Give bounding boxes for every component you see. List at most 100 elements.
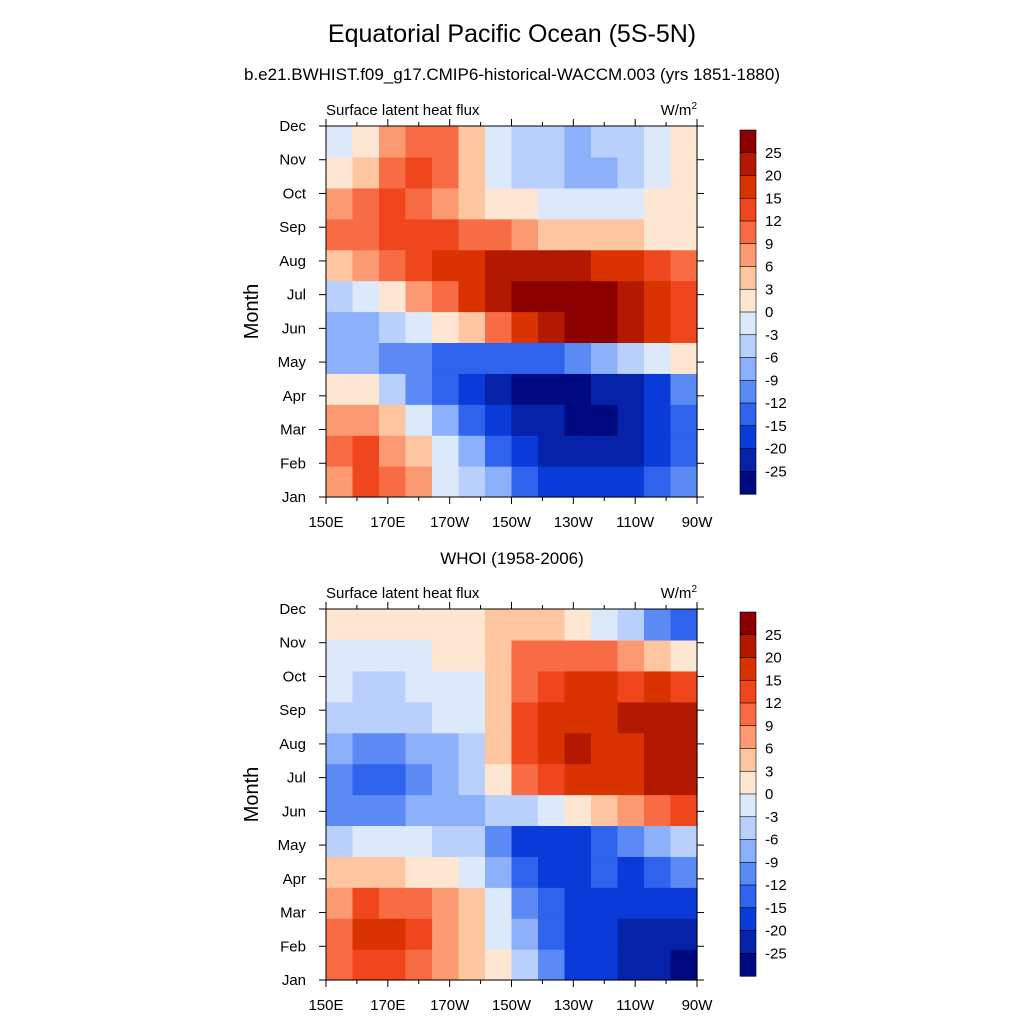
heatmap-cell (352, 342, 380, 374)
colorbar-swatch (739, 243, 757, 268)
heatmap-cell (405, 218, 433, 251)
x-tick-label: 170E (370, 997, 405, 1014)
heatmap-cell (564, 218, 592, 251)
heatmap-cell (564, 404, 592, 436)
heatmap-cell (379, 794, 407, 827)
main-title: Equatorial Pacific Ocean (5S-5N) (327, 20, 697, 48)
colorbar-swatch (739, 266, 757, 290)
heatmap-cell (405, 918, 433, 950)
heatmap-cell (326, 825, 354, 857)
heatmap-cell (617, 763, 645, 796)
heatmap-cell (485, 887, 513, 919)
heatmap-cell (644, 435, 672, 467)
heatmap-cell (405, 701, 433, 734)
y-tick-label: Mar (280, 905, 306, 922)
colorbar-label: 20 (765, 168, 782, 185)
heatmap-cell (485, 856, 513, 888)
heatmap-cell (617, 794, 645, 827)
heatmap-cell (432, 825, 460, 857)
colorbar-label: -3 (765, 809, 778, 826)
heatmap-cell (458, 856, 486, 888)
colorbar-swatch (739, 952, 757, 977)
heatmap-cell (644, 856, 672, 888)
heatmap-cell (405, 187, 433, 220)
heatmap-cell (564, 126, 592, 158)
heatmap-cell (352, 639, 380, 672)
heatmap-cell (617, 732, 645, 765)
colorbar-swatch (739, 634, 757, 659)
colorbar-label: -6 (765, 350, 778, 367)
y-tick-label: Jan (282, 489, 306, 506)
heatmap-cell (485, 639, 513, 672)
heatmap-cell (485, 794, 513, 827)
heatmap-cell (511, 466, 539, 498)
heatmap-cell (538, 887, 566, 919)
heatmap-cell (432, 126, 460, 158)
heatmap-cell (511, 218, 539, 251)
heatmap-cell (326, 763, 354, 796)
heatmap-cell (458, 218, 486, 251)
colorbar-swatch (739, 129, 757, 154)
heatmap-cell (617, 856, 645, 888)
heatmap-cell (564, 311, 592, 344)
heatmap-cell (485, 670, 513, 703)
heatmap-cell (405, 825, 433, 857)
heatmap-cell (379, 887, 407, 919)
heatmap-cell (617, 249, 645, 282)
heatmap-cell (485, 949, 513, 981)
heatmap-cell (591, 701, 619, 734)
heatmap-cell (538, 825, 566, 857)
heatmap-cell (591, 466, 619, 498)
heatmap-cell (617, 609, 645, 641)
heatmap-cells (326, 609, 698, 981)
heatmap-cell (405, 156, 433, 189)
heatmap-cell (511, 249, 539, 282)
heatmap-cell (538, 435, 566, 467)
heatmap-cell (379, 249, 407, 282)
heatmap-cell (352, 126, 380, 158)
heatmap-cell (670, 187, 698, 220)
y-tick-label: Mar (280, 422, 306, 439)
y-tick-label: Jul (287, 770, 306, 787)
heatmap-cell (432, 156, 460, 189)
colorbar-swatch (739, 379, 757, 404)
colorbar-label: -12 (765, 877, 787, 894)
colorbar-swatch (739, 679, 757, 704)
heatmap-cell (326, 466, 354, 498)
colorbar-swatch (739, 657, 757, 681)
heatmap-cell (511, 280, 539, 313)
colorbar-label: -25 (765, 945, 787, 962)
colorbar-label: -15 (765, 418, 787, 435)
heatmap-cell (591, 887, 619, 919)
colorbar-swatch (739, 725, 757, 750)
heatmap-cell (564, 918, 592, 950)
heatmap-cell (511, 311, 539, 344)
heatmap-cell (326, 435, 354, 467)
colorbar-swatch (739, 702, 757, 727)
heatmap-cell (617, 670, 645, 703)
heatmap-cell (432, 280, 460, 313)
heatmap-cell (617, 949, 645, 981)
heatmap-cell (352, 701, 380, 734)
heatmap-cell (617, 404, 645, 436)
heatmap-cell (617, 373, 645, 405)
heatmap-cell (538, 763, 566, 796)
heatmap-cell (458, 609, 486, 641)
heatmap-cell (591, 373, 619, 405)
heatmap-cell (538, 280, 566, 313)
heatmap-cell (405, 949, 433, 981)
heatmap-cell (670, 732, 698, 765)
heatmap-cell (405, 373, 433, 405)
heatmap-cell (405, 856, 433, 888)
heatmap-cell (591, 763, 619, 796)
y-tick-label: Dec (279, 601, 306, 618)
heatmap-cell (538, 794, 566, 827)
heatmap-cell (432, 342, 460, 374)
heatmap-cell (564, 732, 592, 765)
heatmap-cell (458, 126, 486, 158)
colorbar-swatch (739, 793, 757, 818)
heatmap-cell (617, 187, 645, 220)
heatmap-cell (405, 311, 433, 344)
y-axis-label: Month (241, 767, 263, 823)
colorbar-label: -12 (765, 395, 787, 412)
